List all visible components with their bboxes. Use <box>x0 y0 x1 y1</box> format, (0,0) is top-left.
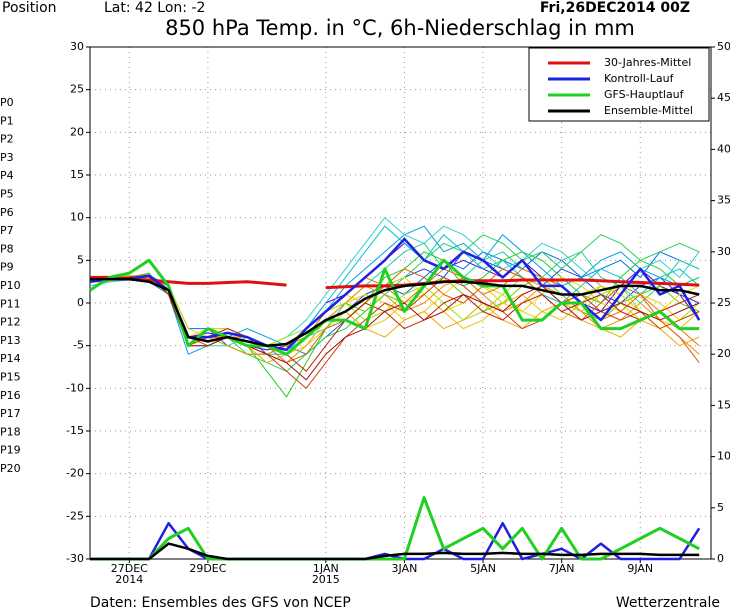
chart-title: 850 hPa Temp. in °C, 6h-Niederschlag in … <box>165 16 635 40</box>
y2-tick-label: 25 <box>717 296 730 309</box>
y2-tick-label: 5 <box>717 501 724 514</box>
member-label: P0 <box>0 96 14 109</box>
member-label: P7 <box>0 224 14 237</box>
member-label: P13 <box>0 334 21 347</box>
y2-tick-label: 30 <box>717 245 730 258</box>
y2-tick-label: 50 <box>717 40 730 53</box>
legend-label: GFS-Hauptlauf <box>604 88 685 101</box>
header-left: Position <box>2 0 57 16</box>
y-tick-label: 30 <box>70 40 84 53</box>
footer-left: Daten: Ensembles des GFS von NCEP <box>90 595 351 609</box>
y-tick-label: 5 <box>77 253 84 266</box>
y-tick-label: -30 <box>66 552 84 565</box>
precip-line <box>90 542 700 561</box>
y-tick-label: 25 <box>70 83 84 96</box>
y2-tick-label: 10 <box>717 450 730 463</box>
y-tick-label: -20 <box>66 467 84 480</box>
member-label: P6 <box>0 206 14 219</box>
member-label: P2 <box>0 133 14 146</box>
temp-line <box>89 258 700 356</box>
precip-line <box>90 496 700 561</box>
x-tick-label: 7JAN <box>549 562 575 575</box>
header-date: Fri,26DEC2014 00Z <box>540 0 690 16</box>
member-label: P3 <box>0 151 14 164</box>
y-tick-label: 10 <box>70 211 84 224</box>
legend-label: Ensemble-Mittel <box>604 104 693 117</box>
member-label: P11 <box>0 297 21 310</box>
member-label: P15 <box>0 371 21 384</box>
y-tick-label: -25 <box>66 509 84 522</box>
y-tick-label: -10 <box>66 381 84 394</box>
x-tick-year: 2015 <box>312 573 340 586</box>
y2-tick-label: 20 <box>717 347 730 360</box>
y2-tick-label: 45 <box>717 91 730 104</box>
member-label: P18 <box>0 425 21 438</box>
member-label: P8 <box>0 242 14 255</box>
x-tick-label: 29DEC <box>189 562 226 575</box>
temp-line <box>89 275 700 381</box>
x-tick-label: 1JAN <box>313 562 339 575</box>
x-tick-label: 27DEC <box>111 562 148 575</box>
member-label: P9 <box>0 261 14 274</box>
member-label: P10 <box>0 279 21 292</box>
member-label: P1 <box>0 114 14 127</box>
y-tick-label: -15 <box>66 424 84 437</box>
y2-tick-label: 35 <box>717 194 730 207</box>
x-tick-label: 9JAN <box>627 562 653 575</box>
member-label: P4 <box>0 169 14 182</box>
y2-tick-label: 0 <box>717 552 724 565</box>
header-location: Lat: 42 Lon: -2 <box>104 0 205 16</box>
temp-line <box>89 276 700 355</box>
x-tick-label: 5JAN <box>470 562 496 575</box>
legend-label: Kontroll-Lauf <box>604 72 675 85</box>
member-label: P17 <box>0 407 21 420</box>
member-label: P16 <box>0 389 21 402</box>
legend-label: 30-Jahres-Mittel <box>604 56 691 69</box>
member-label: P20 <box>0 462 21 475</box>
member-label: P5 <box>0 188 14 201</box>
y-tick-label: 0 <box>77 296 84 309</box>
y-tick-label: 15 <box>70 168 84 181</box>
temp-line <box>90 225 700 355</box>
y2-tick-label: 40 <box>717 142 730 155</box>
temp-line <box>90 277 700 347</box>
member-label: P14 <box>0 352 21 365</box>
x-tick-year: 2014 <box>115 573 143 586</box>
y-tick-label: 20 <box>70 125 84 138</box>
member-label: P19 <box>0 444 21 457</box>
y-tick-label: -5 <box>73 339 84 352</box>
footer-right: Wetterzentrale <box>616 595 720 609</box>
x-tick-label: 3JAN <box>392 562 418 575</box>
y2-tick-label: 15 <box>717 398 730 411</box>
legend-box <box>528 47 710 122</box>
member-label: P12 <box>0 316 21 329</box>
